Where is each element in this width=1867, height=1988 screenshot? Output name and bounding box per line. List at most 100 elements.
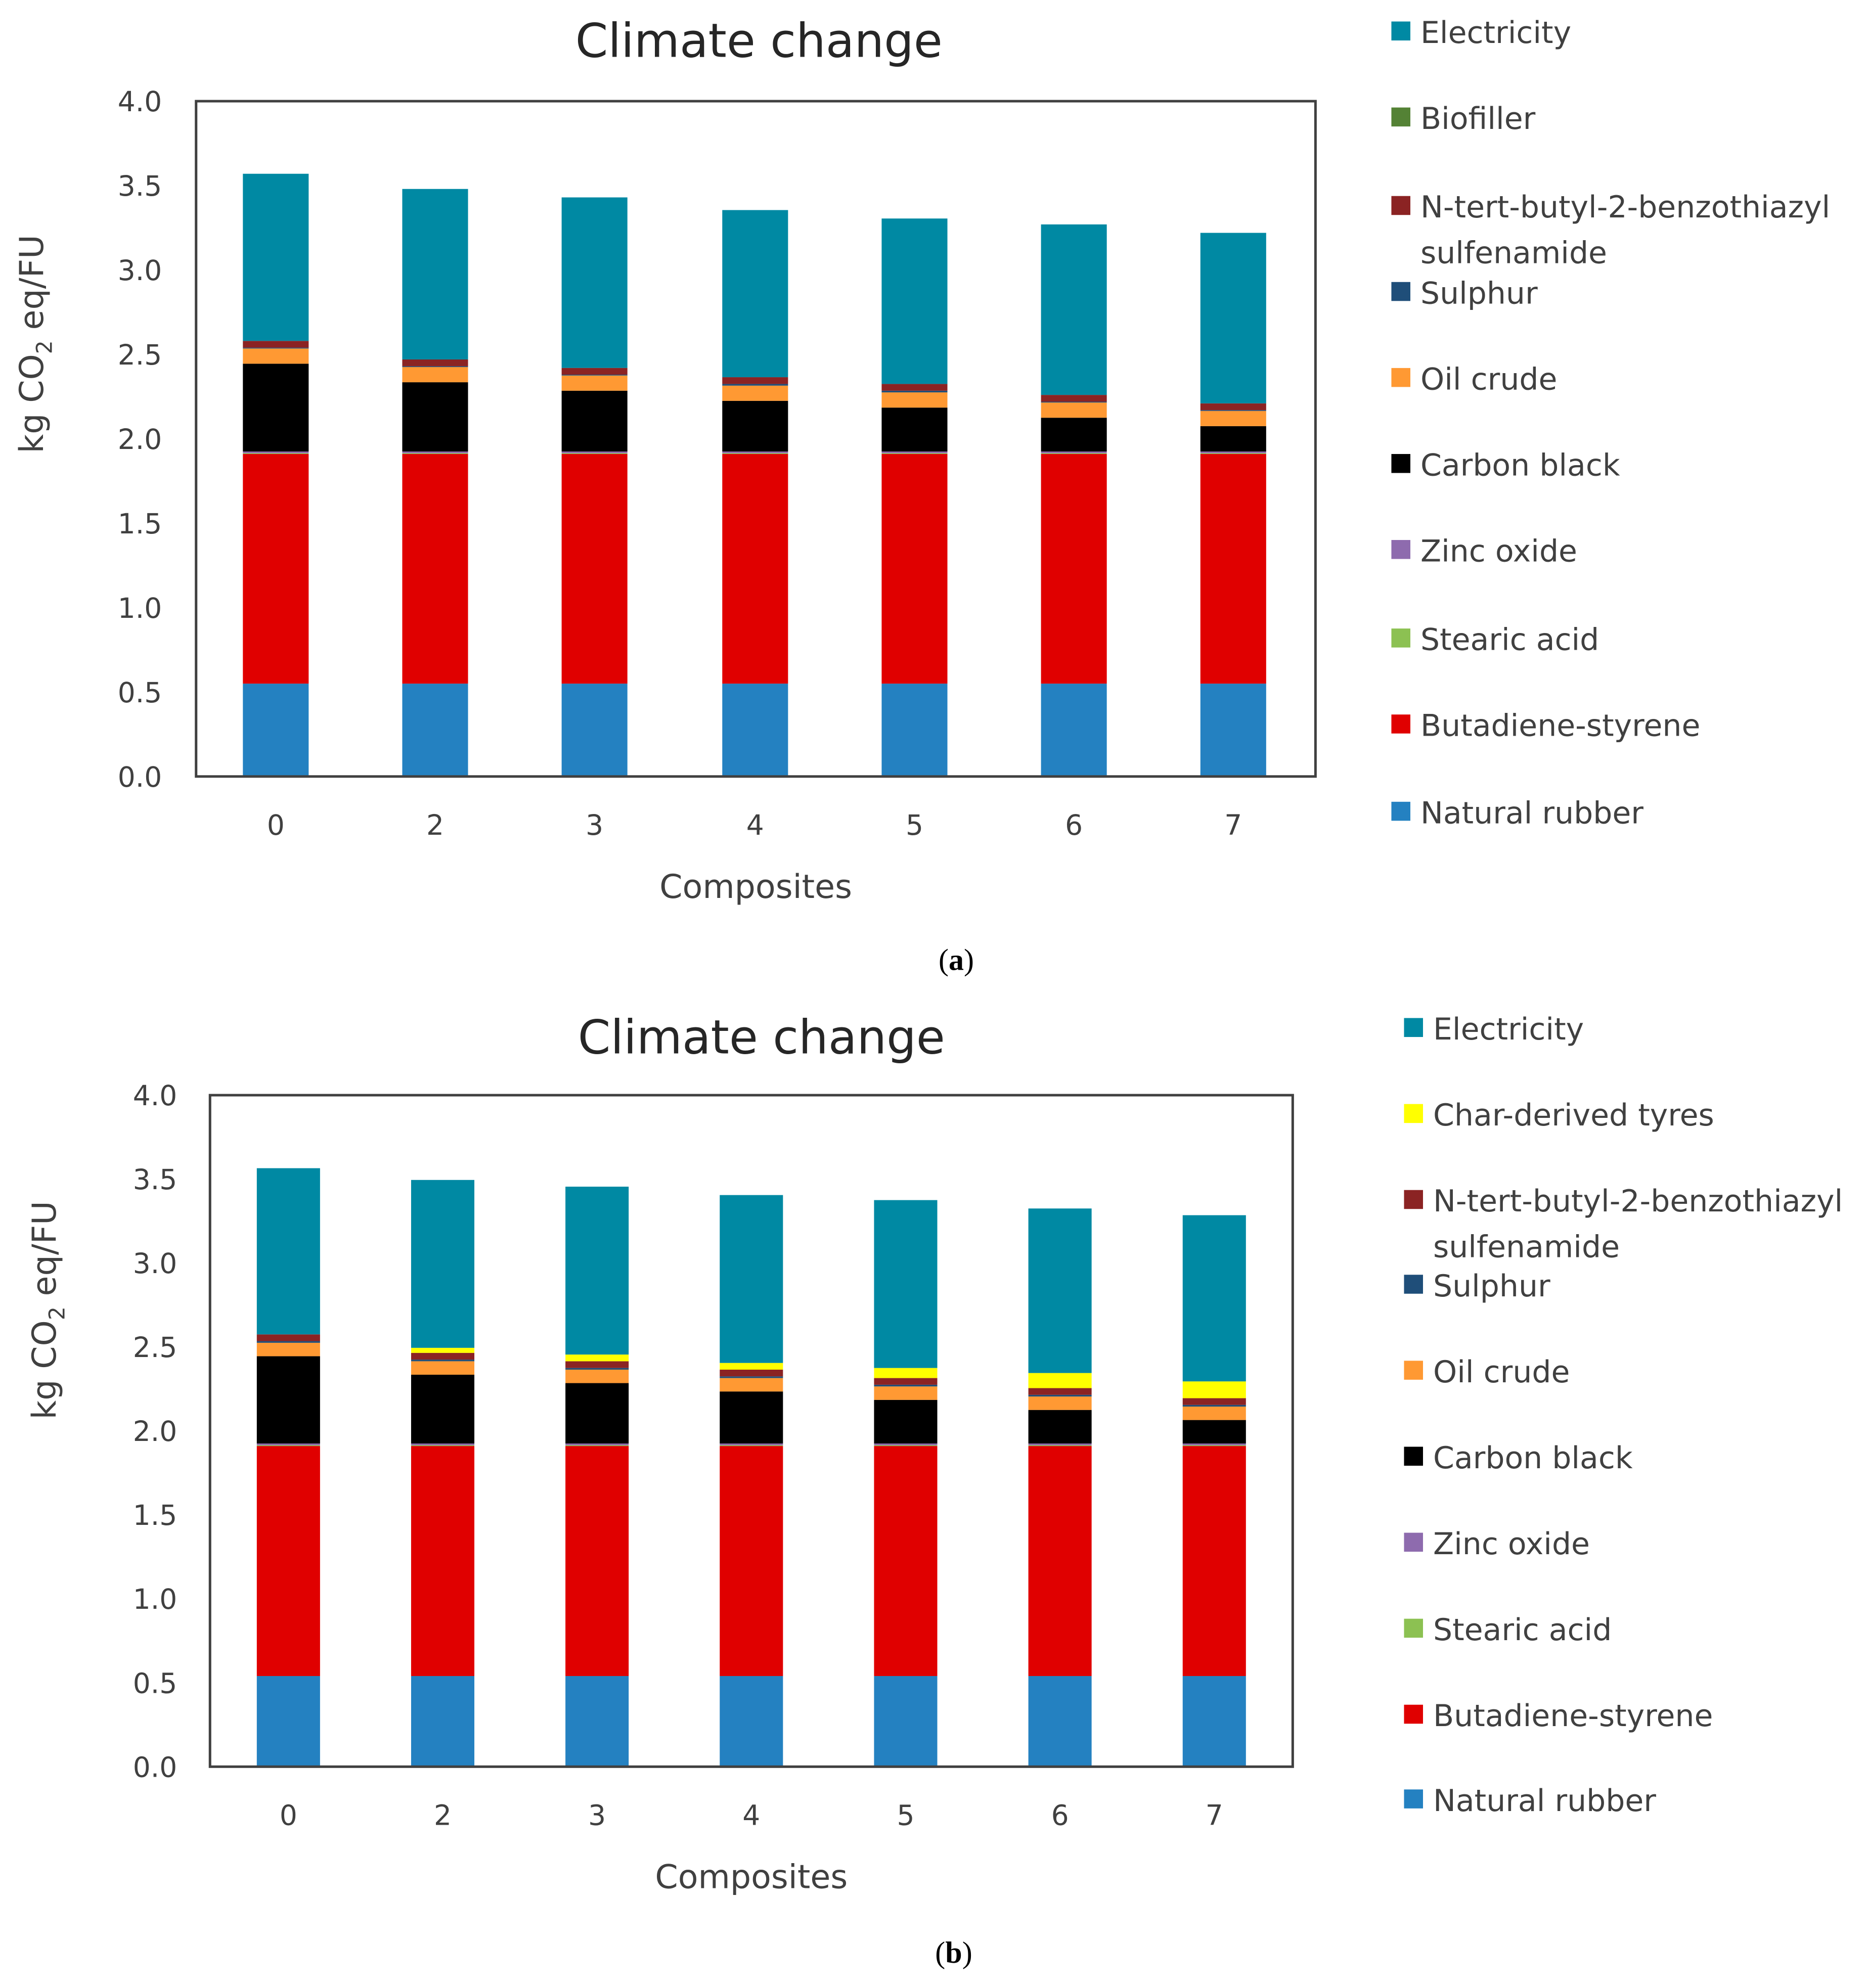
bar-segment-stearic-acid	[1028, 1445, 1092, 1447]
y-tick-label: 2.0	[118, 423, 162, 456]
bar-segment-stearic-acid	[411, 1445, 475, 1447]
legend-label-cont: sulfenamide	[1420, 235, 1607, 270]
legend-label: N-tert-butyl-2-benzothiazyl	[1433, 1184, 1843, 1219]
bar-segment-natural-rubber	[1182, 1676, 1246, 1767]
legend-label: Oil crude	[1420, 362, 1557, 397]
bar-segment-char-derived-tyres	[565, 1354, 629, 1362]
bar-segment-sulphur	[561, 375, 628, 376]
bar-segment-stearic-acid	[243, 453, 309, 454]
bar-segment-stearic-acid	[565, 1445, 629, 1447]
bar-segment-char-derived-tyres	[411, 1347, 475, 1353]
legend-label: Stearic acid	[1433, 1612, 1612, 1648]
bar-segment-oil-crude	[1200, 411, 1266, 426]
bar-segment-butadiene-styrene	[256, 1446, 320, 1676]
legend-item: Oil crude	[1391, 362, 1557, 397]
bar-segment-butadiene-styrene	[720, 1446, 783, 1676]
legend-swatch	[1391, 454, 1410, 473]
y-tick-label: 1.0	[118, 592, 162, 624]
bar-segment-zinc-oxide	[561, 451, 628, 454]
bar-segment-butadiene-styrene	[1182, 1446, 1246, 1676]
bar-segment-carbon-black	[1200, 426, 1266, 451]
bar-segment-n-tert-butyl-2-benzothiazyl-sulfenamide	[1200, 403, 1266, 411]
caption-letter: b	[945, 1936, 962, 1969]
legend-item: Char-derived tyres	[1404, 1098, 1714, 1133]
legend-item: Sulphur	[1391, 276, 1538, 311]
y-tick-label: 3.0	[118, 254, 162, 287]
legend-swatch	[1404, 1704, 1423, 1724]
legend-swatch	[1391, 368, 1410, 387]
bar-segment-natural-rubber	[565, 1676, 629, 1767]
legend-label: Stearic acid	[1420, 622, 1599, 658]
bar-segment-zinc-oxide	[722, 451, 788, 454]
bar-segment-n-tert-butyl-2-benzothiazyl-sulfenamide	[1182, 1398, 1246, 1405]
chart-title: Climate change	[578, 1010, 945, 1065]
bar-segment-stearic-acid	[402, 453, 468, 454]
x-tick-label: 0	[280, 1799, 297, 1831]
y-tick-label: 0.0	[133, 1751, 177, 1783]
legend-item: Natural rubber	[1391, 795, 1643, 831]
legend-swatch	[1404, 1190, 1423, 1209]
bar-segment-zinc-oxide	[1028, 1443, 1092, 1445]
legend-item: Electricity	[1391, 15, 1571, 51]
bar-segment-carbon-black	[256, 1356, 320, 1444]
bar-segment-stearic-acid	[881, 453, 948, 454]
legend-label: N-tert-butyl-2-benzothiazyl	[1420, 190, 1830, 225]
legend-swatch	[1391, 540, 1410, 559]
bar-segment-electricity	[561, 197, 628, 368]
y-axis-label-subscript: 2	[33, 340, 58, 354]
x-tick-label: 7	[1206, 1799, 1223, 1831]
plot-frame	[195, 100, 1317, 778]
bar-segment-butadiene-styrene	[411, 1446, 475, 1676]
legend: Natural rubber Butadiene-styrene Stearic a…	[1404, 1012, 1843, 1819]
bar-segment-electricity	[722, 210, 788, 378]
bar-segment-butadiene-styrene	[1200, 454, 1266, 684]
legend-swatch	[1391, 282, 1410, 301]
bar-segment-n-tert-butyl-2-benzothiazyl-sulfenamide	[1041, 395, 1107, 402]
x-axis-label: Composites	[659, 868, 852, 906]
legend-swatch	[1404, 1104, 1423, 1123]
legend-swatch	[1404, 1275, 1423, 1294]
bar-segment-electricity	[256, 1168, 320, 1335]
bar-segment-stearic-acid	[720, 1445, 783, 1447]
chart-a: Climate change 0.0 0.5 1.0 1.5 2.0 2.5 3.0 3.5 4.…	[13, 14, 1830, 977]
legend-label: Carbon black	[1420, 447, 1620, 483]
legend-item: Stearic acid	[1391, 622, 1599, 658]
bar-segment-n-tert-butyl-2-benzothiazyl-sulfenamide	[411, 1352, 475, 1360]
y-tick-label: 0.0	[118, 761, 162, 793]
bar-segment-butadiene-styrene	[1041, 454, 1107, 684]
caption-paren: )	[962, 1936, 972, 1969]
bar-segment-sulphur	[1200, 410, 1266, 411]
bar-segment-carbon-black	[561, 390, 628, 451]
bar-segment-n-tert-butyl-2-benzothiazyl-sulfenamide	[881, 384, 948, 391]
bar-segment-n-tert-butyl-2-benzothiazyl-sulfenamide	[243, 341, 309, 348]
bar-segment-sulphur	[722, 384, 788, 386]
legend-label: Natural rubber	[1433, 1783, 1656, 1819]
legend-item: Biofiller	[1391, 101, 1536, 137]
y-tick-label: 2.0	[133, 1415, 177, 1448]
bar-segment-oil-crude	[561, 375, 628, 391]
plot-frame	[208, 1094, 1294, 1768]
bar-segment-carbon-black	[411, 1374, 475, 1444]
y-axis-label-part: eq/FU	[13, 235, 51, 340]
bar-segment-zinc-oxide	[402, 451, 468, 454]
legend-item: Electricity	[1404, 1012, 1584, 1047]
bar-segment-natural-rubber	[881, 684, 948, 777]
x-tick-label: 6	[1065, 809, 1083, 841]
bar-segment-sulphur	[411, 1360, 475, 1362]
bar-segment-oil-crude	[565, 1369, 629, 1383]
legend-label: Sulphur	[1433, 1269, 1550, 1304]
bar-segment-stearic-acid	[256, 1445, 320, 1447]
y-tick-label: 3.5	[133, 1163, 177, 1196]
bar-segment-n-tert-butyl-2-benzothiazyl-sulfenamide	[874, 1378, 938, 1385]
bar-segment-carbon-black	[565, 1383, 629, 1444]
y-tick-label: 3.5	[118, 170, 162, 202]
legend-swatch	[1391, 21, 1410, 41]
bar-segment-carbon-black	[1182, 1420, 1246, 1444]
bar-segment-sulphur	[720, 1376, 783, 1378]
y-axis-label-part: kg CO	[26, 1320, 64, 1419]
bar-segment-oil-crude	[402, 367, 468, 383]
legend-swatch	[1404, 1532, 1423, 1552]
bar-segment-stearic-acid	[561, 453, 628, 454]
bar-segment-stearic-acid	[722, 453, 788, 454]
bar-segment-zinc-oxide	[881, 451, 948, 454]
